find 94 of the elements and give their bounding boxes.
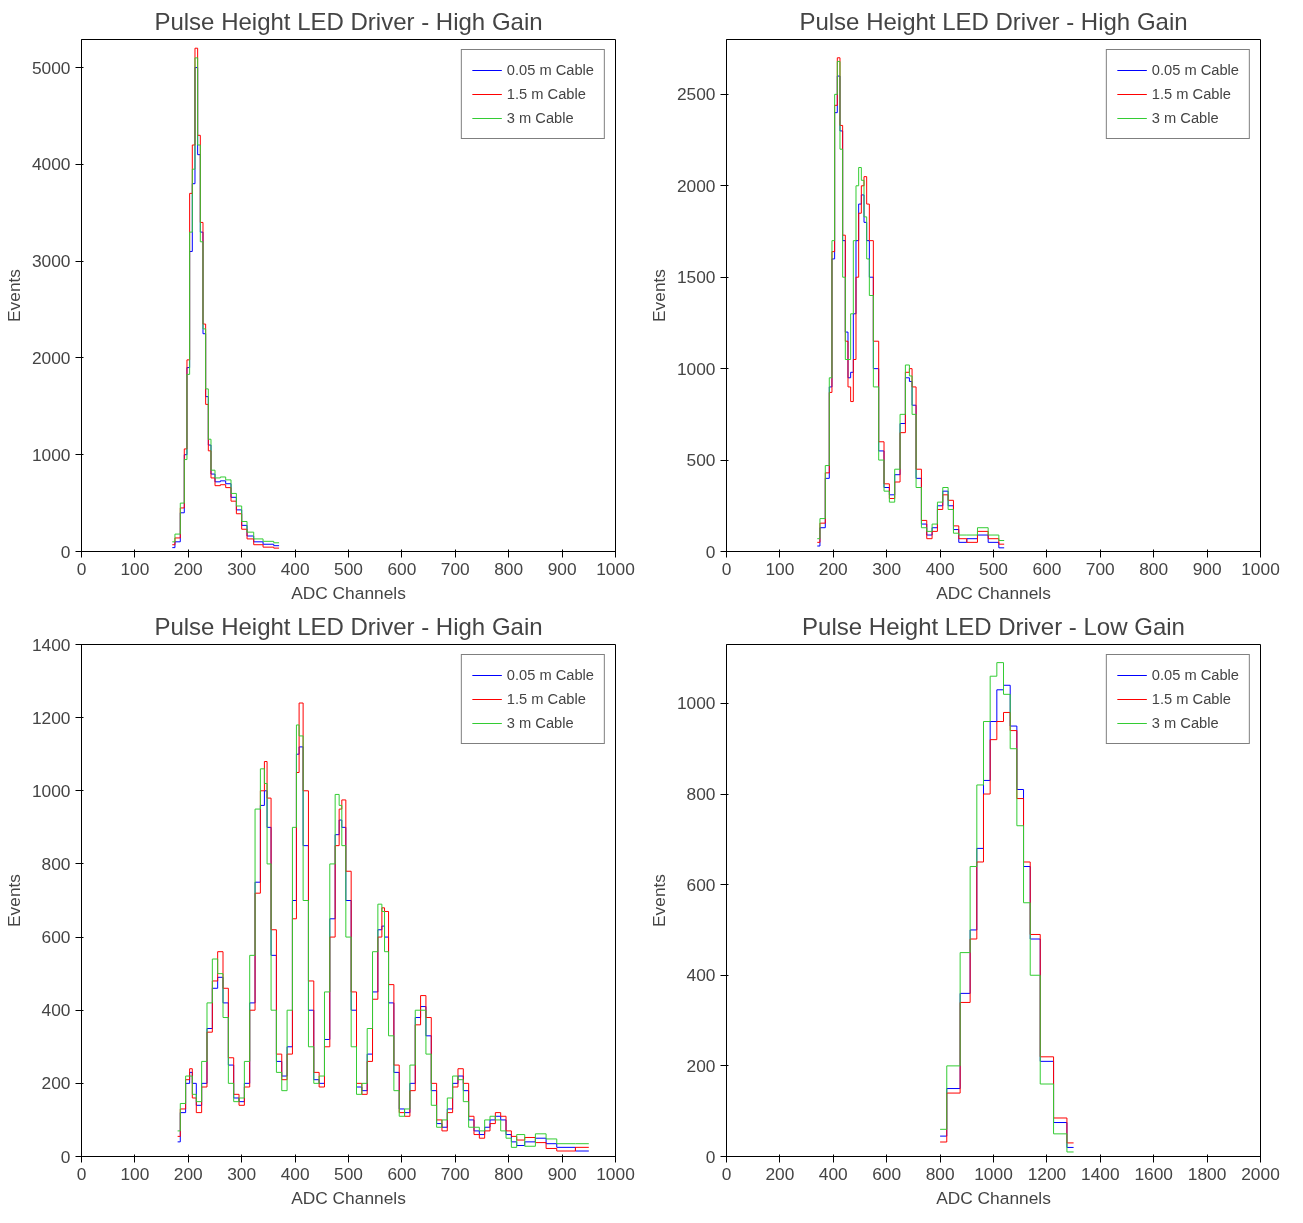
y-tick-label: 200 bbox=[41, 1073, 71, 1094]
x-tick-label: 500 bbox=[334, 1163, 363, 1184]
y-tick-label: 400 bbox=[686, 965, 716, 986]
y-tick-label: 0 bbox=[705, 541, 716, 562]
legend-label: 1.5 m Cable bbox=[1151, 691, 1231, 707]
x-tick-label: 400 bbox=[818, 1163, 848, 1184]
y-tick-label: 200 bbox=[686, 1055, 716, 1076]
legend-label: 3 m Cable bbox=[506, 110, 574, 126]
x-tick-label: 1800 bbox=[1187, 1163, 1227, 1184]
x-tick-label: 800 bbox=[494, 1163, 524, 1184]
x-tick-label: 500 bbox=[979, 558, 1008, 579]
x-tick-label: 0 bbox=[76, 558, 87, 579]
x-tick-label: 200 bbox=[765, 1163, 795, 1184]
x-tick-label: 1000 bbox=[1241, 558, 1280, 579]
x-tick-label: 300 bbox=[227, 1163, 257, 1184]
y-tick-label: 4000 bbox=[31, 154, 71, 175]
y-axis-title: Events bbox=[3, 268, 24, 322]
legend-label: 1.5 m Cable bbox=[506, 691, 586, 707]
x-tick-label: 700 bbox=[440, 1163, 470, 1184]
x-axis-title: ADC Channels bbox=[291, 1187, 407, 1208]
x-tick-label: 400 bbox=[280, 558, 310, 579]
x-tick-label: 900 bbox=[1192, 558, 1222, 579]
x-tick-label: 1000 bbox=[596, 558, 635, 579]
y-tick-label: 2500 bbox=[676, 84, 716, 105]
y-tick-label: 400 bbox=[41, 1000, 71, 1021]
x-tick-label: 1000 bbox=[596, 1163, 635, 1184]
legend-label: 3 m Cable bbox=[1151, 715, 1219, 731]
legend-label: 1.5 m Cable bbox=[506, 86, 586, 102]
x-tick-label: 400 bbox=[280, 1163, 310, 1184]
y-tick-label: 800 bbox=[41, 853, 71, 874]
x-tick-label: 300 bbox=[227, 558, 257, 579]
x-axis-title: ADC Channels bbox=[936, 1187, 1052, 1208]
y-tick-label: 1000 bbox=[676, 358, 716, 379]
x-tick-label: 300 bbox=[872, 558, 902, 579]
chart-title: Pulse Height LED Driver - High Gain bbox=[154, 612, 543, 640]
x-tick-label: 1400 bbox=[1081, 1163, 1120, 1184]
chart-title: Pulse Height LED Driver - High Gain bbox=[799, 7, 1188, 35]
x-tick-label: 500 bbox=[334, 558, 363, 579]
y-tick-label: 500 bbox=[686, 450, 716, 471]
y-tick-label: 1000 bbox=[31, 444, 71, 465]
legend-label: 3 m Cable bbox=[1151, 110, 1219, 126]
legend-label: 0.05 m Cable bbox=[1151, 62, 1239, 78]
legend-label: 0.05 m Cable bbox=[506, 667, 594, 683]
x-tick-label: 0 bbox=[721, 558, 732, 579]
y-tick-label: 0 bbox=[60, 1146, 71, 1167]
x-tick-label: 600 bbox=[387, 1163, 417, 1184]
y-tick-label: 600 bbox=[41, 927, 71, 948]
y-tick-label: 5000 bbox=[31, 57, 71, 78]
x-tick-label: 600 bbox=[387, 558, 417, 579]
x-tick-label: 0 bbox=[76, 1163, 87, 1184]
y-tick-label: 1000 bbox=[31, 780, 71, 801]
chart-title: Pulse Height LED Driver - High Gain bbox=[154, 7, 543, 35]
x-axis-title: ADC Channels bbox=[936, 582, 1052, 603]
y-tick-label: 2000 bbox=[676, 175, 716, 196]
legend-label: 1.5 m Cable bbox=[1151, 86, 1231, 102]
legend-label: 3 m Cable bbox=[506, 715, 574, 731]
x-tick-label: 700 bbox=[1085, 558, 1115, 579]
y-tick-label: 1400 bbox=[31, 634, 71, 655]
x-tick-label: 800 bbox=[925, 1163, 955, 1184]
x-tick-label: 400 bbox=[925, 558, 955, 579]
y-tick-label: 600 bbox=[686, 874, 716, 895]
x-tick-label: 100 bbox=[120, 1163, 150, 1184]
y-axis-title: Events bbox=[648, 268, 669, 322]
x-tick-label: 600 bbox=[1032, 558, 1062, 579]
legend-label: 0.05 m Cable bbox=[506, 62, 594, 78]
x-tick-label: 1000 bbox=[974, 1163, 1013, 1184]
x-tick-label: 700 bbox=[440, 558, 470, 579]
x-tick-label: 800 bbox=[1139, 558, 1169, 579]
x-tick-label: 200 bbox=[818, 558, 848, 579]
y-tick-label: 3000 bbox=[31, 251, 71, 272]
y-tick-label: 2000 bbox=[31, 347, 71, 368]
x-tick-label: 200 bbox=[173, 558, 203, 579]
x-tick-label: 900 bbox=[547, 1163, 577, 1184]
x-axis-title: ADC Channels bbox=[291, 582, 407, 603]
legend-label: 0.05 m Cable bbox=[1151, 667, 1239, 683]
y-tick-label: 1000 bbox=[676, 693, 716, 714]
x-tick-label: 900 bbox=[547, 558, 577, 579]
y-tick-label: 800 bbox=[686, 784, 716, 805]
x-tick-label: 1200 bbox=[1027, 1163, 1067, 1184]
x-tick-label: 100 bbox=[765, 558, 795, 579]
x-tick-label: 600 bbox=[872, 1163, 902, 1184]
y-tick-label: 1500 bbox=[676, 267, 716, 288]
y-axis-title: Events bbox=[648, 873, 669, 927]
x-tick-label: 2000 bbox=[1241, 1163, 1280, 1184]
x-tick-label: 100 bbox=[120, 558, 150, 579]
x-tick-label: 800 bbox=[494, 558, 524, 579]
x-tick-label: 1600 bbox=[1134, 1163, 1173, 1184]
chart-title: Pulse Height LED Driver - Low Gain bbox=[802, 612, 1185, 640]
y-tick-label: 0 bbox=[60, 541, 71, 562]
y-tick-label: 1200 bbox=[31, 707, 71, 728]
x-tick-label: 0 bbox=[721, 1163, 732, 1184]
y-axis-title: Events bbox=[3, 873, 24, 927]
y-tick-label: 0 bbox=[705, 1146, 716, 1167]
x-tick-label: 200 bbox=[173, 1163, 203, 1184]
